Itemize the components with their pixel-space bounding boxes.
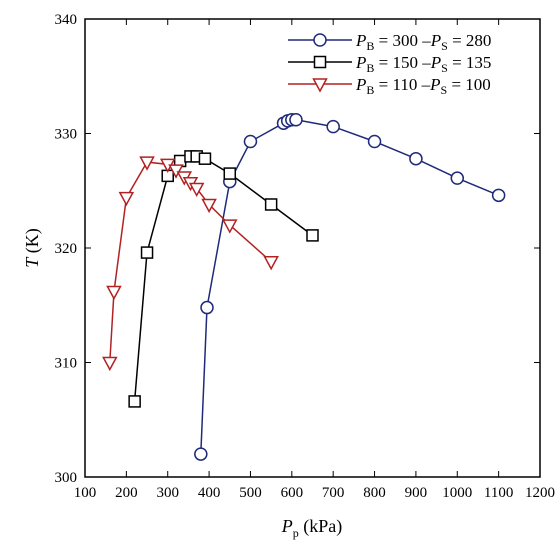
circle-marker bbox=[194, 447, 208, 461]
triangle-marker bbox=[201, 198, 217, 214]
legend-label-part: S bbox=[441, 83, 448, 97]
series-line bbox=[133, 155, 313, 402]
circle-marker bbox=[491, 188, 506, 203]
y-tick-label: 340 bbox=[55, 12, 78, 28]
y-tick-label: 320 bbox=[55, 241, 78, 257]
circle-marker bbox=[367, 134, 382, 149]
square-marker bbox=[223, 167, 237, 180]
x-axis-sub: p bbox=[293, 526, 299, 540]
circle-marker bbox=[313, 33, 327, 47]
square-marker bbox=[140, 246, 154, 259]
circle-marker bbox=[409, 151, 423, 166]
series-line bbox=[109, 161, 272, 363]
triangle-marker bbox=[168, 164, 184, 179]
x-tick-label: 1100 bbox=[484, 485, 513, 501]
series-layer bbox=[102, 113, 506, 461]
legend-item: PB = 110 –PS = 100 bbox=[288, 75, 491, 97]
triangle-marker bbox=[263, 255, 279, 271]
x-tick-label: 1000 bbox=[442, 485, 472, 501]
y-axis-title: T (K) bbox=[22, 228, 43, 268]
square-marker bbox=[313, 55, 327, 69]
x-tick-label: 800 bbox=[363, 485, 386, 501]
square-marker bbox=[306, 229, 319, 242]
circle-marker bbox=[289, 113, 303, 127]
circle-marker bbox=[450, 171, 465, 185]
triangle-marker bbox=[102, 356, 118, 372]
triangle-marker bbox=[118, 191, 135, 207]
legend-label: PB = 300 –PS = 280 bbox=[355, 31, 491, 53]
circle-marker bbox=[243, 134, 258, 149]
y-axis-var: T bbox=[22, 256, 42, 268]
legend-label-part: = 110 – bbox=[374, 75, 430, 94]
legend-label-part: P bbox=[430, 31, 441, 50]
x-tick-label: 200 bbox=[115, 485, 138, 501]
legend-item: PB = 150 –PS = 135 bbox=[288, 53, 491, 75]
circle-marker bbox=[200, 300, 214, 315]
series-2 bbox=[128, 150, 319, 408]
legend-label-part: S bbox=[441, 61, 448, 75]
triangle-marker bbox=[312, 78, 328, 93]
series-line bbox=[200, 119, 499, 455]
x-tick-label: 900 bbox=[405, 485, 428, 501]
legend-label-part: S bbox=[441, 39, 448, 53]
x-tick-label: 700 bbox=[322, 485, 345, 501]
legend-label: PB = 110 –PS = 100 bbox=[355, 75, 491, 97]
triangle-marker bbox=[106, 285, 122, 301]
legend-label-part: = 300 – bbox=[374, 31, 431, 50]
x-tick-label: 600 bbox=[281, 485, 304, 501]
legend-label-part: B bbox=[366, 39, 374, 53]
circle-marker bbox=[326, 119, 340, 134]
x-tick-label: 1200 bbox=[525, 485, 555, 501]
y-axis-unit: (K) bbox=[22, 228, 43, 258]
triangle-marker bbox=[139, 156, 155, 171]
x-tick-label: 300 bbox=[156, 485, 179, 501]
legend-label-part: B bbox=[366, 61, 374, 75]
x-tick-label: 500 bbox=[239, 485, 262, 501]
square-marker bbox=[264, 198, 278, 211]
legend-label-part: P bbox=[355, 75, 366, 94]
x-axis-unit: (kPa) bbox=[299, 516, 343, 537]
y-tick-label: 300 bbox=[55, 470, 78, 486]
square-marker bbox=[128, 395, 141, 408]
legend-label-part: = 135 bbox=[448, 53, 492, 72]
axis-ticks: 100 200 300 400 500 600 700 800 900 1000 1100 1200 3… bbox=[55, 12, 556, 501]
legend-label-part: P bbox=[355, 53, 366, 72]
triangle-marker bbox=[188, 182, 205, 198]
legend-label-part: = 100 bbox=[447, 75, 491, 94]
y-tick-label: 330 bbox=[55, 127, 78, 143]
legend-item: PB = 300 –PS = 280 bbox=[288, 31, 491, 53]
y-tick-label: 310 bbox=[55, 356, 78, 372]
legend-label: PB = 150 –PS = 135 bbox=[355, 53, 491, 75]
x-axis-var: P bbox=[281, 516, 293, 536]
legend-label-part: P bbox=[430, 53, 441, 72]
series-1 bbox=[194, 113, 506, 461]
legend-label-part: = 280 bbox=[448, 31, 492, 50]
legend-label-part: P bbox=[355, 31, 366, 50]
x-tick-label: 100 bbox=[74, 485, 97, 501]
x-tick-label: 400 bbox=[198, 485, 221, 501]
legend-label-part: B bbox=[366, 83, 374, 97]
triangle-marker bbox=[222, 219, 238, 234]
series-3 bbox=[102, 156, 279, 372]
x-axis-title: Pp (kPa) bbox=[281, 516, 343, 540]
square-marker bbox=[198, 152, 212, 165]
legend-label-part: = 150 – bbox=[374, 53, 431, 72]
legend-label-part: P bbox=[429, 75, 440, 94]
